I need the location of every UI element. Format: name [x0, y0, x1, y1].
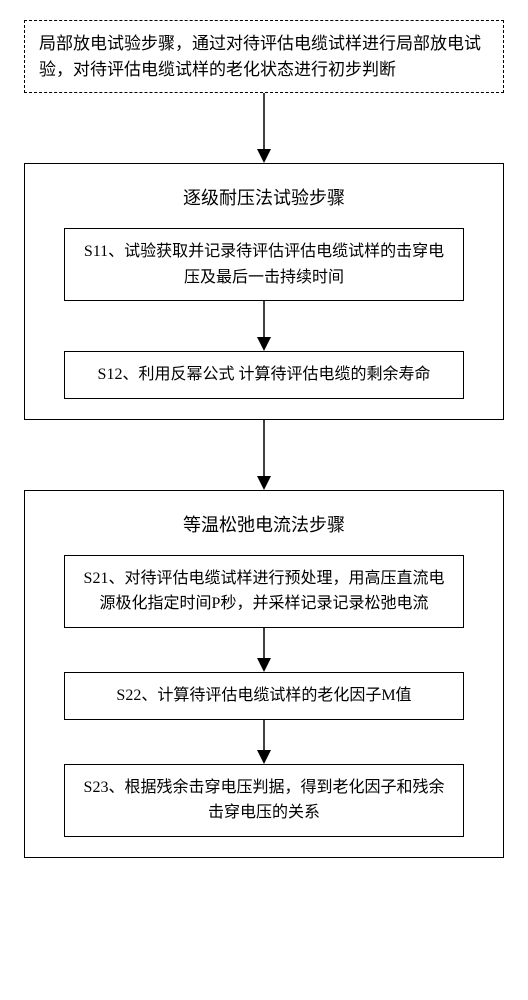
arrow-s11-to-s12 [41, 301, 487, 351]
step-s11-text: S11、试验获取并记录待评估评估电缆试样的击穿电压及最后一击持续时间 [84, 243, 444, 286]
step-s22-text: S22、计算待评估电缆试样的老化因子M值 [116, 687, 411, 704]
arrow-top-to-group1 [20, 93, 508, 163]
top-partial-discharge-step: 局部放电试验步骤，通过对待评估电缆试样进行局部放电试验，对待评估电缆试样的老化状… [24, 20, 504, 93]
arrow-s21-to-s22 [41, 628, 487, 672]
group2-title: 等温松弛电流法步骤 [41, 511, 487, 537]
top-text: 局部放电试验步骤，通过对待评估电缆试样进行局部放电试验，对待评估电缆试样的老化状… [39, 34, 481, 79]
step-s11: S11、试验获取并记录待评估评估电缆试样的击穿电压及最后一击持续时间 [64, 228, 464, 301]
step-s22: S22、计算待评估电缆试样的老化因子M值 [64, 672, 464, 720]
group1-title: 逐级耐压法试验步骤 [41, 184, 487, 210]
arrow-s22-to-s23 [41, 720, 487, 764]
step-s23: S23、根据残余击穿电压判据，得到老化因子和残余击穿电压的关系 [64, 764, 464, 837]
step-s21: S21、对待评估电缆试样进行预处理，用高压直流电源极化指定时间P秒，并采样记录记… [64, 555, 464, 628]
group-stepwise-withstand: 逐级耐压法试验步骤 S11、试验获取并记录待评估评估电缆试样的击穿电压及最后一击… [24, 163, 504, 420]
step-s12: S12、利用反幂公式 计算待评估电缆的剩余寿命 [64, 351, 464, 399]
group-isothermal-relaxation: 等温松弛电流法步骤 S21、对待评估电缆试样进行预处理，用高压直流电源极化指定时… [24, 490, 504, 858]
step-s21-text: S21、对待评估电缆试样进行预处理，用高压直流电源极化指定时间P秒，并采样记录记… [84, 570, 445, 613]
arrow-group1-to-group2 [20, 420, 508, 490]
step-s23-text: S23、根据残余击穿电压判据，得到老化因子和残余击穿电压的关系 [84, 779, 445, 822]
step-s12-text: S12、利用反幂公式 计算待评估电缆的剩余寿命 [98, 366, 431, 383]
